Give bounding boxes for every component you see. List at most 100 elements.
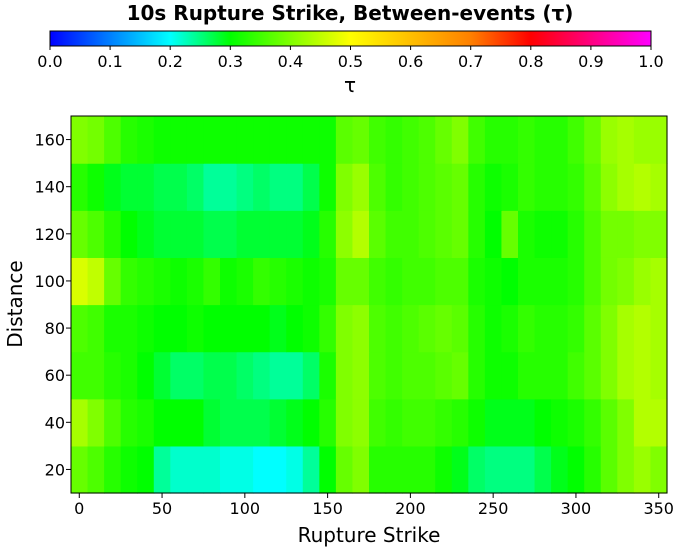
colorbar-tick-label: 0.2 — [157, 52, 182, 71]
heatmap-cell — [220, 445, 238, 494]
heatmap-cell — [551, 351, 569, 400]
heatmap-cell — [153, 351, 171, 400]
heatmap-cell — [352, 445, 370, 494]
heatmap-cell — [468, 163, 486, 211]
heatmap-cell — [104, 210, 122, 258]
heatmap-cell — [335, 257, 354, 306]
heatmap-cell — [286, 116, 304, 164]
heatmap-cell — [220, 163, 238, 211]
y-tick-label: 140 — [34, 178, 65, 197]
heatmap-cell — [451, 445, 469, 494]
heatmap-cell — [435, 163, 453, 211]
heatmap-cell — [617, 210, 635, 258]
heatmap-cell — [484, 163, 503, 211]
heatmap-cell — [501, 398, 519, 447]
heatmap-cell — [633, 163, 652, 211]
heatmap-cell — [385, 398, 403, 447]
heatmap-cell — [104, 351, 122, 400]
heatmap-cell — [484, 304, 503, 353]
heatmap-cell — [650, 116, 668, 164]
heatmap-cell — [451, 351, 469, 400]
heatmap-cell — [584, 304, 602, 353]
x-tick-label: 50 — [152, 499, 172, 518]
heatmap-cell — [468, 304, 486, 353]
heatmap-cell — [418, 351, 436, 400]
heatmap-cell — [87, 257, 105, 306]
heatmap-cell — [319, 351, 337, 400]
heatmap-cell — [600, 116, 618, 164]
heatmap-cell — [617, 445, 635, 494]
heatmap-cell — [534, 210, 552, 258]
heatmap-cell — [153, 210, 171, 258]
heatmap-cell — [501, 116, 519, 164]
heatmap-cell — [236, 163, 254, 211]
heatmap-cell — [534, 304, 552, 353]
heatmap-cell — [584, 398, 602, 447]
heatmap-cell — [335, 163, 354, 211]
heatmap-cell — [269, 445, 287, 494]
heatmap-cell — [286, 257, 304, 306]
heatmap-cell — [335, 445, 354, 494]
plot-frame — [70, 115, 668, 494]
heatmap-cell — [418, 304, 436, 353]
heatmap-cell — [468, 116, 486, 164]
heatmap-cell — [170, 116, 188, 164]
heatmap-cell — [319, 445, 337, 494]
heatmap-cell — [567, 398, 585, 447]
x-tick-label: 300 — [561, 499, 592, 518]
heatmap-cell — [650, 398, 668, 447]
heatmap-cell — [617, 163, 635, 211]
colorbar-tick-label: 0.5 — [338, 52, 363, 71]
heatmap-cell — [501, 445, 519, 494]
heatmap-cell — [203, 163, 221, 211]
heatmap-cell — [120, 257, 138, 306]
heatmap-cell — [402, 398, 420, 447]
heatmap-cell — [468, 257, 486, 306]
heatmap-cell — [418, 445, 436, 494]
heatmap-cell — [650, 351, 668, 400]
heatmap-cell — [369, 351, 387, 400]
heatmap-cell — [352, 163, 370, 211]
heatmap-cell — [335, 210, 354, 258]
heatmap-cell — [137, 398, 155, 447]
heatmap-cell — [87, 116, 105, 164]
heatmap-cell — [236, 445, 254, 494]
heatmap-cell — [236, 257, 254, 306]
heatmap-cell — [335, 304, 354, 353]
heatmap-cell — [319, 163, 337, 211]
heatmap-cell — [402, 304, 420, 353]
heatmap-cell — [269, 163, 287, 211]
heatmap-cell — [71, 445, 89, 494]
heatmap-cell — [600, 304, 618, 353]
heatmap-cell — [153, 163, 171, 211]
heatmap-cell — [220, 116, 238, 164]
heatmap-cell — [170, 445, 188, 494]
heatmap-cell — [170, 304, 188, 353]
heatmap-cell — [137, 351, 155, 400]
colorbar — [49, 30, 652, 47]
heatmap-cell — [518, 304, 536, 353]
heatmap-cell — [600, 445, 618, 494]
y-tick-label: 40 — [45, 413, 65, 432]
heatmap-cell — [170, 210, 188, 258]
x-axis-label: Rupture Strike — [298, 523, 441, 547]
heatmap-cell — [633, 398, 652, 447]
heatmap-cell — [335, 351, 354, 400]
heatmap-cell — [534, 257, 552, 306]
heatmap-cell — [203, 116, 221, 164]
x-axis-ticks: 0 50 100 150 200 250 300 350 — [74, 493, 674, 518]
heatmap-cell — [186, 210, 205, 258]
heatmap-cell — [451, 304, 469, 353]
heatmap-cell — [451, 398, 469, 447]
heatmap-cell — [71, 351, 89, 400]
heatmap-cell — [567, 304, 585, 353]
heatmap-cell — [617, 116, 635, 164]
heatmap-cell — [369, 445, 387, 494]
heatmap-cell — [253, 257, 271, 306]
heatmap-cell — [253, 116, 271, 164]
heatmap-cell — [319, 116, 337, 164]
heatmap-cell — [584, 210, 602, 258]
heatmap-cell — [584, 257, 602, 306]
heatmap-cell — [518, 445, 536, 494]
heatmap-cell — [633, 116, 652, 164]
